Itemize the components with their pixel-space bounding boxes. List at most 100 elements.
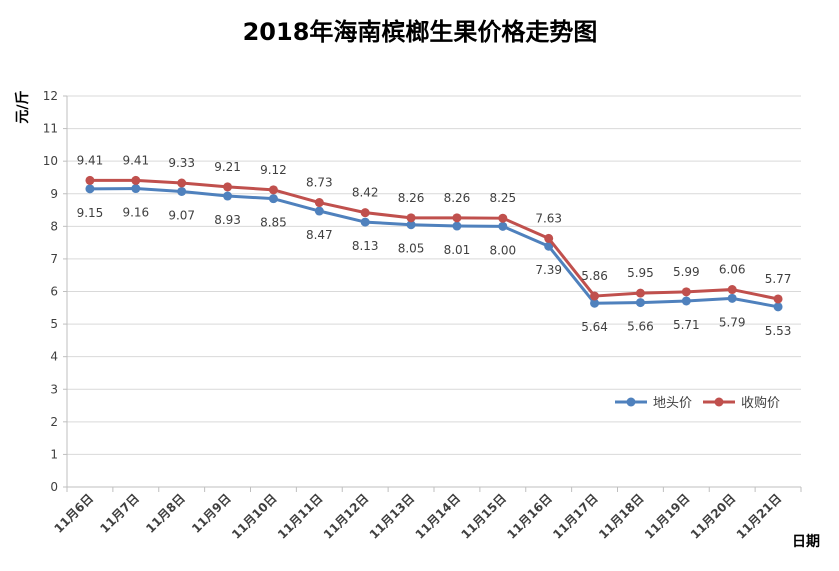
y-tick-label: 4 — [50, 350, 58, 364]
y-tick-label: 2 — [50, 415, 58, 429]
data-label: 8.26 — [444, 191, 471, 205]
data-label: 9.41 — [77, 153, 104, 167]
data-point — [681, 287, 691, 297]
y-axis-title: 元/斤 — [14, 90, 31, 123]
data-label: 8.01 — [444, 243, 471, 257]
legend: 地头价 收购价 — [615, 395, 780, 411]
series-lines — [85, 175, 783, 312]
data-label: 8.85 — [260, 216, 287, 230]
x-tick-label: 11月15日 — [458, 491, 508, 541]
data-point — [498, 221, 508, 231]
x-tick-label: 11月13日 — [367, 491, 417, 541]
y-tick-label: 1 — [50, 447, 58, 461]
data-point — [452, 221, 462, 231]
data-point — [635, 288, 645, 298]
data-label: 8.13 — [352, 239, 379, 253]
data-point — [360, 217, 370, 227]
data-point — [727, 293, 737, 303]
x-tick-label: 11月21日 — [734, 491, 784, 541]
x-tick-label: 11月10日 — [229, 491, 279, 541]
data-labels: 9.15 9.16 9.07 8.93 8.85 8.47 8.13 8.05 8.01 8.00… — [77, 153, 792, 337]
legend-label: 地头价 — [653, 396, 692, 411]
data-label: 5.95 — [627, 266, 654, 280]
y-tick-label: 8 — [50, 219, 58, 233]
y-tick-label: 0 — [50, 480, 58, 494]
x-tick-label: 11月17日 — [550, 491, 600, 541]
data-label: 9.41 — [122, 153, 149, 167]
data-label: 9.12 — [260, 163, 287, 177]
data-label: 5.79 — [719, 315, 746, 329]
data-label: 5.66 — [627, 320, 654, 334]
x-tick-label: 11月14日 — [413, 491, 463, 541]
data-label: 5.71 — [673, 318, 700, 332]
y-tick-label: 5 — [50, 317, 58, 331]
data-label: 8.00 — [489, 243, 516, 257]
data-label: 9.21 — [214, 160, 241, 174]
y-tick-label: 11 — [43, 122, 58, 136]
data-point — [544, 233, 554, 243]
data-label: 9.33 — [168, 156, 195, 170]
x-axis-title: 日期 — [792, 534, 820, 550]
data-point — [635, 298, 645, 308]
series-line — [89, 178, 779, 301]
data-point — [314, 206, 324, 216]
x-tick-label: 11月7日 — [97, 491, 142, 536]
data-label: 5.64 — [581, 320, 608, 334]
data-point — [406, 213, 416, 223]
x-tick-label: 11月9日 — [189, 491, 234, 536]
data-point — [268, 185, 278, 195]
data-point — [177, 178, 187, 188]
data-label: 7.63 — [535, 211, 562, 225]
x-tick-label: 11月20日 — [688, 491, 738, 541]
data-point — [727, 285, 737, 295]
data-point — [223, 191, 233, 201]
data-label: 9.15 — [77, 206, 104, 220]
data-label: 8.26 — [398, 191, 425, 205]
data-point — [681, 296, 691, 306]
data-point — [177, 186, 187, 196]
data-point — [223, 182, 233, 192]
data-point — [773, 302, 783, 312]
y-tick-label: 10 — [43, 154, 58, 168]
grid-lines — [67, 95, 801, 455]
data-label: 5.86 — [581, 269, 608, 283]
y-tick-label: 6 — [50, 285, 58, 299]
data-point — [131, 175, 141, 185]
data-label: 7.39 — [535, 263, 562, 277]
data-point — [773, 294, 783, 304]
x-tick-label: 11月8日 — [143, 491, 188, 536]
x-tick-label: 11月19日 — [642, 491, 692, 541]
data-label: 8.05 — [398, 242, 425, 256]
legend-label: 收购价 — [741, 395, 780, 411]
x-tick-label: 11月12日 — [321, 491, 371, 541]
data-point — [314, 198, 324, 208]
data-point — [544, 241, 554, 251]
data-point — [406, 220, 416, 230]
chart-title: 2018年海南槟榔生果价格走势图 — [243, 18, 598, 46]
data-point — [131, 184, 141, 194]
series-line — [89, 187, 779, 309]
legend-marker — [626, 397, 636, 407]
data-label: 8.47 — [306, 228, 333, 242]
data-label: 5.53 — [765, 324, 792, 338]
x-tick-label: 11月18日 — [596, 491, 646, 541]
data-point — [85, 175, 95, 185]
data-label: 8.73 — [306, 176, 333, 190]
data-label: 5.77 — [765, 272, 792, 286]
data-point — [590, 298, 600, 308]
y-tick-label: 3 — [50, 382, 58, 396]
y-tick-label: 9 — [50, 187, 58, 201]
data-label: 9.16 — [122, 206, 149, 220]
y-tick-label: 12 — [43, 89, 58, 103]
data-point — [268, 194, 278, 204]
data-point — [360, 208, 370, 218]
data-point — [85, 184, 95, 194]
data-label: 6.06 — [719, 263, 746, 277]
x-tick-label: 11月16日 — [504, 491, 554, 541]
data-point — [498, 213, 508, 223]
data-point — [590, 291, 600, 301]
x-tick-label: 11月6日 — [51, 491, 96, 536]
data-label: 8.42 — [352, 186, 379, 200]
